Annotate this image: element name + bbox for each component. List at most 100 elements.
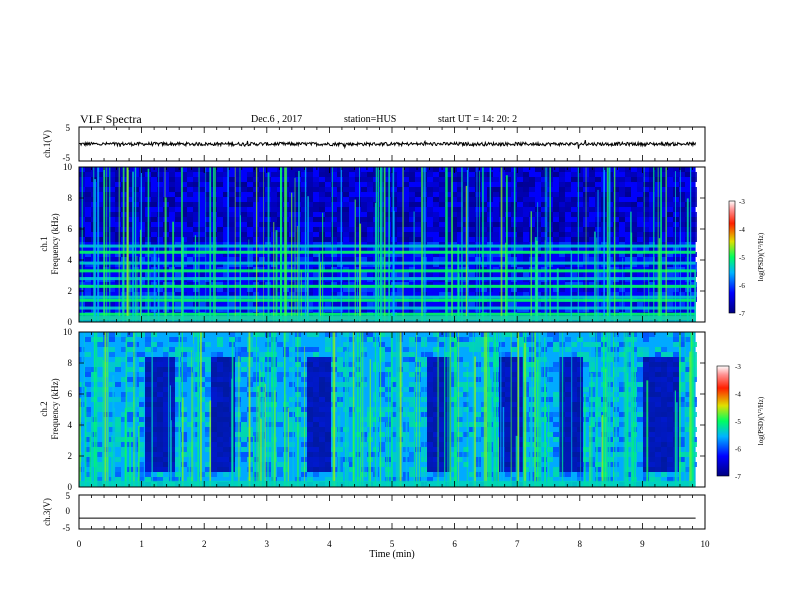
spectrogram-cell — [445, 217, 451, 222]
spectrogram-cell — [169, 347, 175, 352]
spectrogram-cell — [235, 452, 241, 457]
spectrogram-cell — [553, 412, 559, 417]
spectrogram-cell — [127, 237, 133, 242]
spectrogram-cell — [409, 177, 415, 182]
spectrogram-cell — [589, 177, 595, 182]
ch2-spectrogram-image — [79, 331, 705, 488]
spectrogram-cell — [427, 407, 433, 412]
spectrogram-cell — [685, 402, 691, 407]
spectrogram-cell — [649, 232, 655, 237]
ch2-colorbar-gradient — [716, 365, 730, 477]
spectrogram-cell — [103, 182, 109, 187]
spectrogram-cell — [661, 447, 667, 452]
spectrogram-streak — [294, 177, 296, 322]
spectrogram-cell — [631, 212, 637, 217]
spectrogram-cell — [457, 357, 463, 362]
spectrogram-cell — [433, 417, 439, 422]
spectrogram-cell — [199, 247, 205, 252]
spectrogram-cell — [319, 372, 325, 377]
ch3-waveform-panel: 5 0 -5 ch.3(V) — [42, 491, 706, 533]
spectrogram-cell — [211, 402, 217, 407]
spectrogram-cell — [457, 422, 463, 427]
spectrogram-cell — [283, 372, 289, 377]
spectrogram-cell — [535, 352, 541, 357]
spectrogram-cell — [643, 172, 649, 177]
spectrogram-cell — [409, 372, 415, 377]
spectrogram-cell — [643, 247, 649, 252]
spectrogram-cell — [631, 302, 637, 307]
spectrogram-cell — [433, 367, 439, 372]
spectrogram-cell — [499, 392, 505, 397]
spectrogram-cell — [667, 212, 673, 217]
spectrogram-cell — [373, 472, 379, 477]
spectrogram-streak — [256, 332, 257, 487]
spectrogram-streak — [502, 407, 505, 487]
spectrogram-cell — [457, 382, 463, 387]
spectrogram-streak — [540, 420, 542, 487]
spectrogram-cell — [385, 372, 391, 377]
spectrogram-cell — [349, 257, 355, 262]
spectrogram-cell — [571, 342, 577, 347]
spectrogram-cell — [241, 352, 247, 357]
spectrogram-cell — [571, 447, 577, 452]
spectrogram-cell — [511, 387, 517, 392]
spectrogram-streak — [264, 383, 266, 487]
spectrogram-cell — [145, 377, 151, 382]
spectrogram-cell — [235, 282, 241, 287]
spectrogram-cell — [187, 452, 193, 457]
spectrogram-cell — [427, 167, 433, 172]
colorbar-tick-label: -7 — [735, 473, 741, 481]
spectrogram-cell — [115, 417, 121, 422]
spectrogram-cell — [475, 342, 481, 347]
spectrogram-cell — [325, 272, 331, 277]
spectrogram-cell — [451, 172, 457, 177]
spectrogram-cell — [517, 422, 523, 427]
spectrogram-cell — [175, 212, 181, 217]
spectrogram-cell — [253, 377, 259, 382]
spectrogram-cell — [421, 442, 427, 447]
spectrogram-cell — [355, 372, 361, 377]
spectrogram-cell — [415, 252, 421, 257]
spectrogram-cell — [679, 302, 685, 307]
spectrogram-cell — [505, 207, 511, 212]
spectrogram-cell — [493, 227, 499, 232]
spectrogram-cell — [175, 302, 181, 307]
spectrogram-cell — [337, 247, 343, 252]
spectrogram-cell — [355, 237, 361, 242]
time-axis-tick-labels: 0 1 2 3 4 5 6 7 8 9 10 — [77, 539, 710, 549]
spectrogram-cell — [103, 232, 109, 237]
spectrogram-cell — [121, 397, 127, 402]
spectrogram-cell — [223, 462, 229, 467]
spectrogram-cell — [499, 412, 505, 417]
spectrogram-cell — [241, 457, 247, 462]
spectrogram-cell — [439, 242, 445, 247]
spectrogram-cell — [679, 357, 685, 362]
spectrogram-cell — [499, 402, 505, 407]
spectrogram-cell — [211, 407, 217, 412]
spectrogram-cell — [229, 202, 235, 207]
spectrogram-cell — [295, 192, 301, 197]
spectrogram-cell — [685, 357, 691, 362]
spectrogram-cell — [445, 187, 451, 192]
spectrogram-cell — [343, 182, 349, 187]
spectrogram-streak — [194, 235, 197, 322]
spectrogram-cell — [337, 242, 343, 247]
spectrogram-cell — [253, 332, 259, 337]
spectrogram-streak — [490, 378, 492, 487]
spectrogram-cell — [667, 252, 673, 257]
spectrogram-cell — [289, 367, 295, 372]
ch2-spectrogram-ticks — [78, 332, 706, 487]
spectrogram-cell — [205, 427, 211, 432]
spectrogram-cell — [565, 402, 571, 407]
spectrogram-cell — [181, 232, 187, 237]
spectrogram-cell — [685, 452, 691, 457]
spectrogram-streak — [333, 332, 336, 487]
spectrogram-cell — [175, 457, 181, 462]
spectrogram-cell — [385, 417, 391, 422]
spectrogram-cell — [421, 227, 427, 232]
spectrogram-cell — [481, 222, 487, 227]
spectrogram-cell — [409, 387, 415, 392]
spectrogram-streak — [344, 350, 347, 487]
spectrogram-cell — [325, 257, 331, 262]
